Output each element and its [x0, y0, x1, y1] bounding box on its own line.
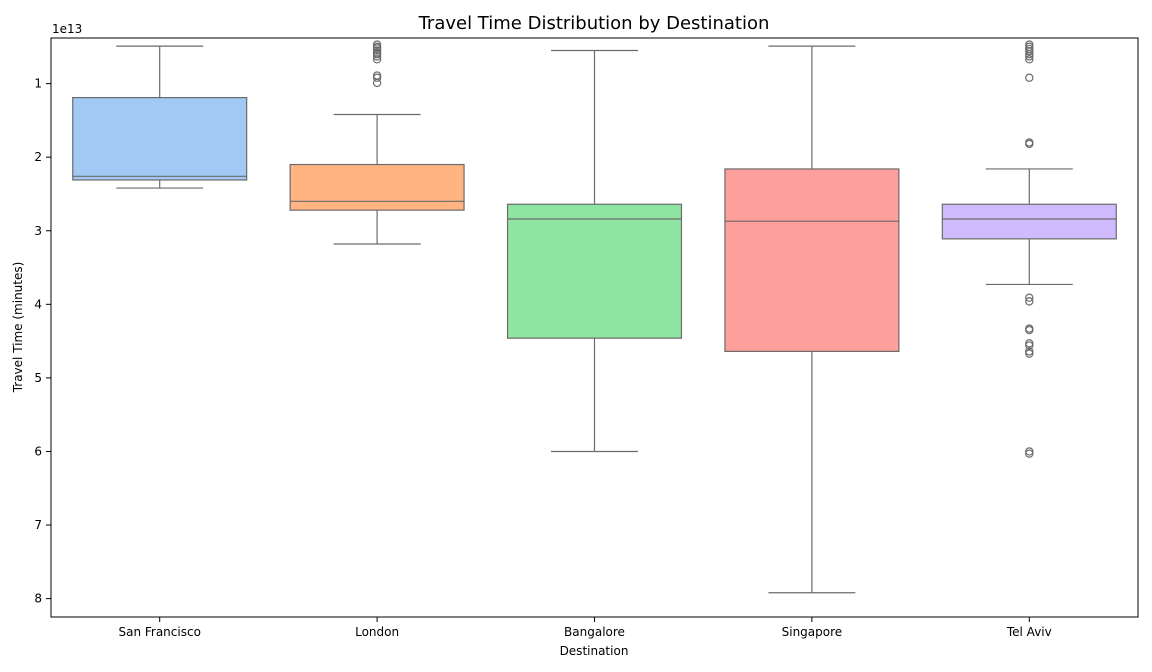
box-tel-aviv — [941, 203, 1117, 240]
outlier-point-london — [372, 40, 382, 49]
y-tick-label-1: 1 — [34, 77, 42, 91]
box-singapore — [724, 168, 900, 353]
x-tick-label-london: London — [355, 625, 399, 639]
boxes-layer — [72, 40, 1117, 594]
chart-title: Travel Time Distribution by Destination — [418, 13, 770, 34]
outlier-point-tel-aviv — [1025, 47, 1034, 56]
box-group-san-francisco — [72, 45, 248, 189]
box-group-singapore — [724, 45, 900, 594]
x-tick-label-singapore: Singapore — [782, 625, 843, 639]
outlier-point-tel-aviv — [1025, 449, 1034, 458]
y-tick-label-6: 6 — [34, 444, 42, 458]
y-tick-label-2: 2 — [34, 150, 42, 164]
outlier-point-tel-aviv — [1025, 293, 1034, 302]
box-san-francisco — [72, 96, 248, 181]
y-tick-label-3: 3 — [34, 224, 42, 238]
outlier-point-london — [372, 73, 382, 82]
outlier-point-london — [372, 49, 382, 59]
outlier-point-london — [372, 78, 382, 88]
outlier-point-tel-aviv — [1025, 447, 1034, 456]
outlier-point-tel-aviv — [1025, 339, 1034, 348]
box-london — [289, 163, 465, 211]
y-axis-label: Travel Time (minutes) — [11, 262, 25, 394]
box-group-bangalore — [506, 49, 683, 453]
outlier-point-tel-aviv — [1025, 325, 1034, 335]
y-tick-label-5: 5 — [34, 371, 42, 385]
outlier-point-london — [372, 44, 382, 53]
box-bangalore — [506, 203, 683, 339]
outlier-point-london — [372, 52, 382, 61]
outlier-point-tel-aviv — [1025, 73, 1034, 82]
outlier-point-tel-aviv — [1025, 52, 1034, 61]
outlier-point-tel-aviv — [1025, 349, 1034, 358]
x-axis-label: Destination — [560, 644, 629, 658]
outlier-point-tel-aviv — [1025, 341, 1034, 350]
outlier-point-tel-aviv — [1025, 347, 1034, 356]
outlier-point-london — [372, 55, 382, 64]
x-axis-ticks: San Francisco London Bangalore Singapore Tel… — [118, 617, 1052, 639]
y-tick-label-4: 4 — [34, 297, 42, 311]
y-tick-label-7: 7 — [34, 518, 42, 532]
x-tick-label-bangalore: Bangalore — [564, 625, 625, 639]
outlier-point-tel-aviv — [1025, 55, 1034, 64]
box-group-tel-aviv — [941, 40, 1117, 458]
outlier-point-tel-aviv — [1025, 139, 1034, 149]
y-multiplier-label: 1e13 — [52, 22, 82, 36]
box-group-london — [289, 40, 465, 245]
outlier-point-london — [372, 46, 382, 55]
y-axis-ticks: 1 2 3 4 5 6 7 8 — [34, 77, 51, 606]
y-tick-label-8: 8 — [34, 592, 42, 606]
outlier-point-tel-aviv — [1025, 297, 1034, 306]
x-tick-label-san-francisco: San Francisco — [118, 625, 200, 639]
x-tick-label-tel-aviv: Tel Aviv — [1006, 625, 1052, 639]
outlier-point-tel-aviv — [1025, 49, 1034, 59]
